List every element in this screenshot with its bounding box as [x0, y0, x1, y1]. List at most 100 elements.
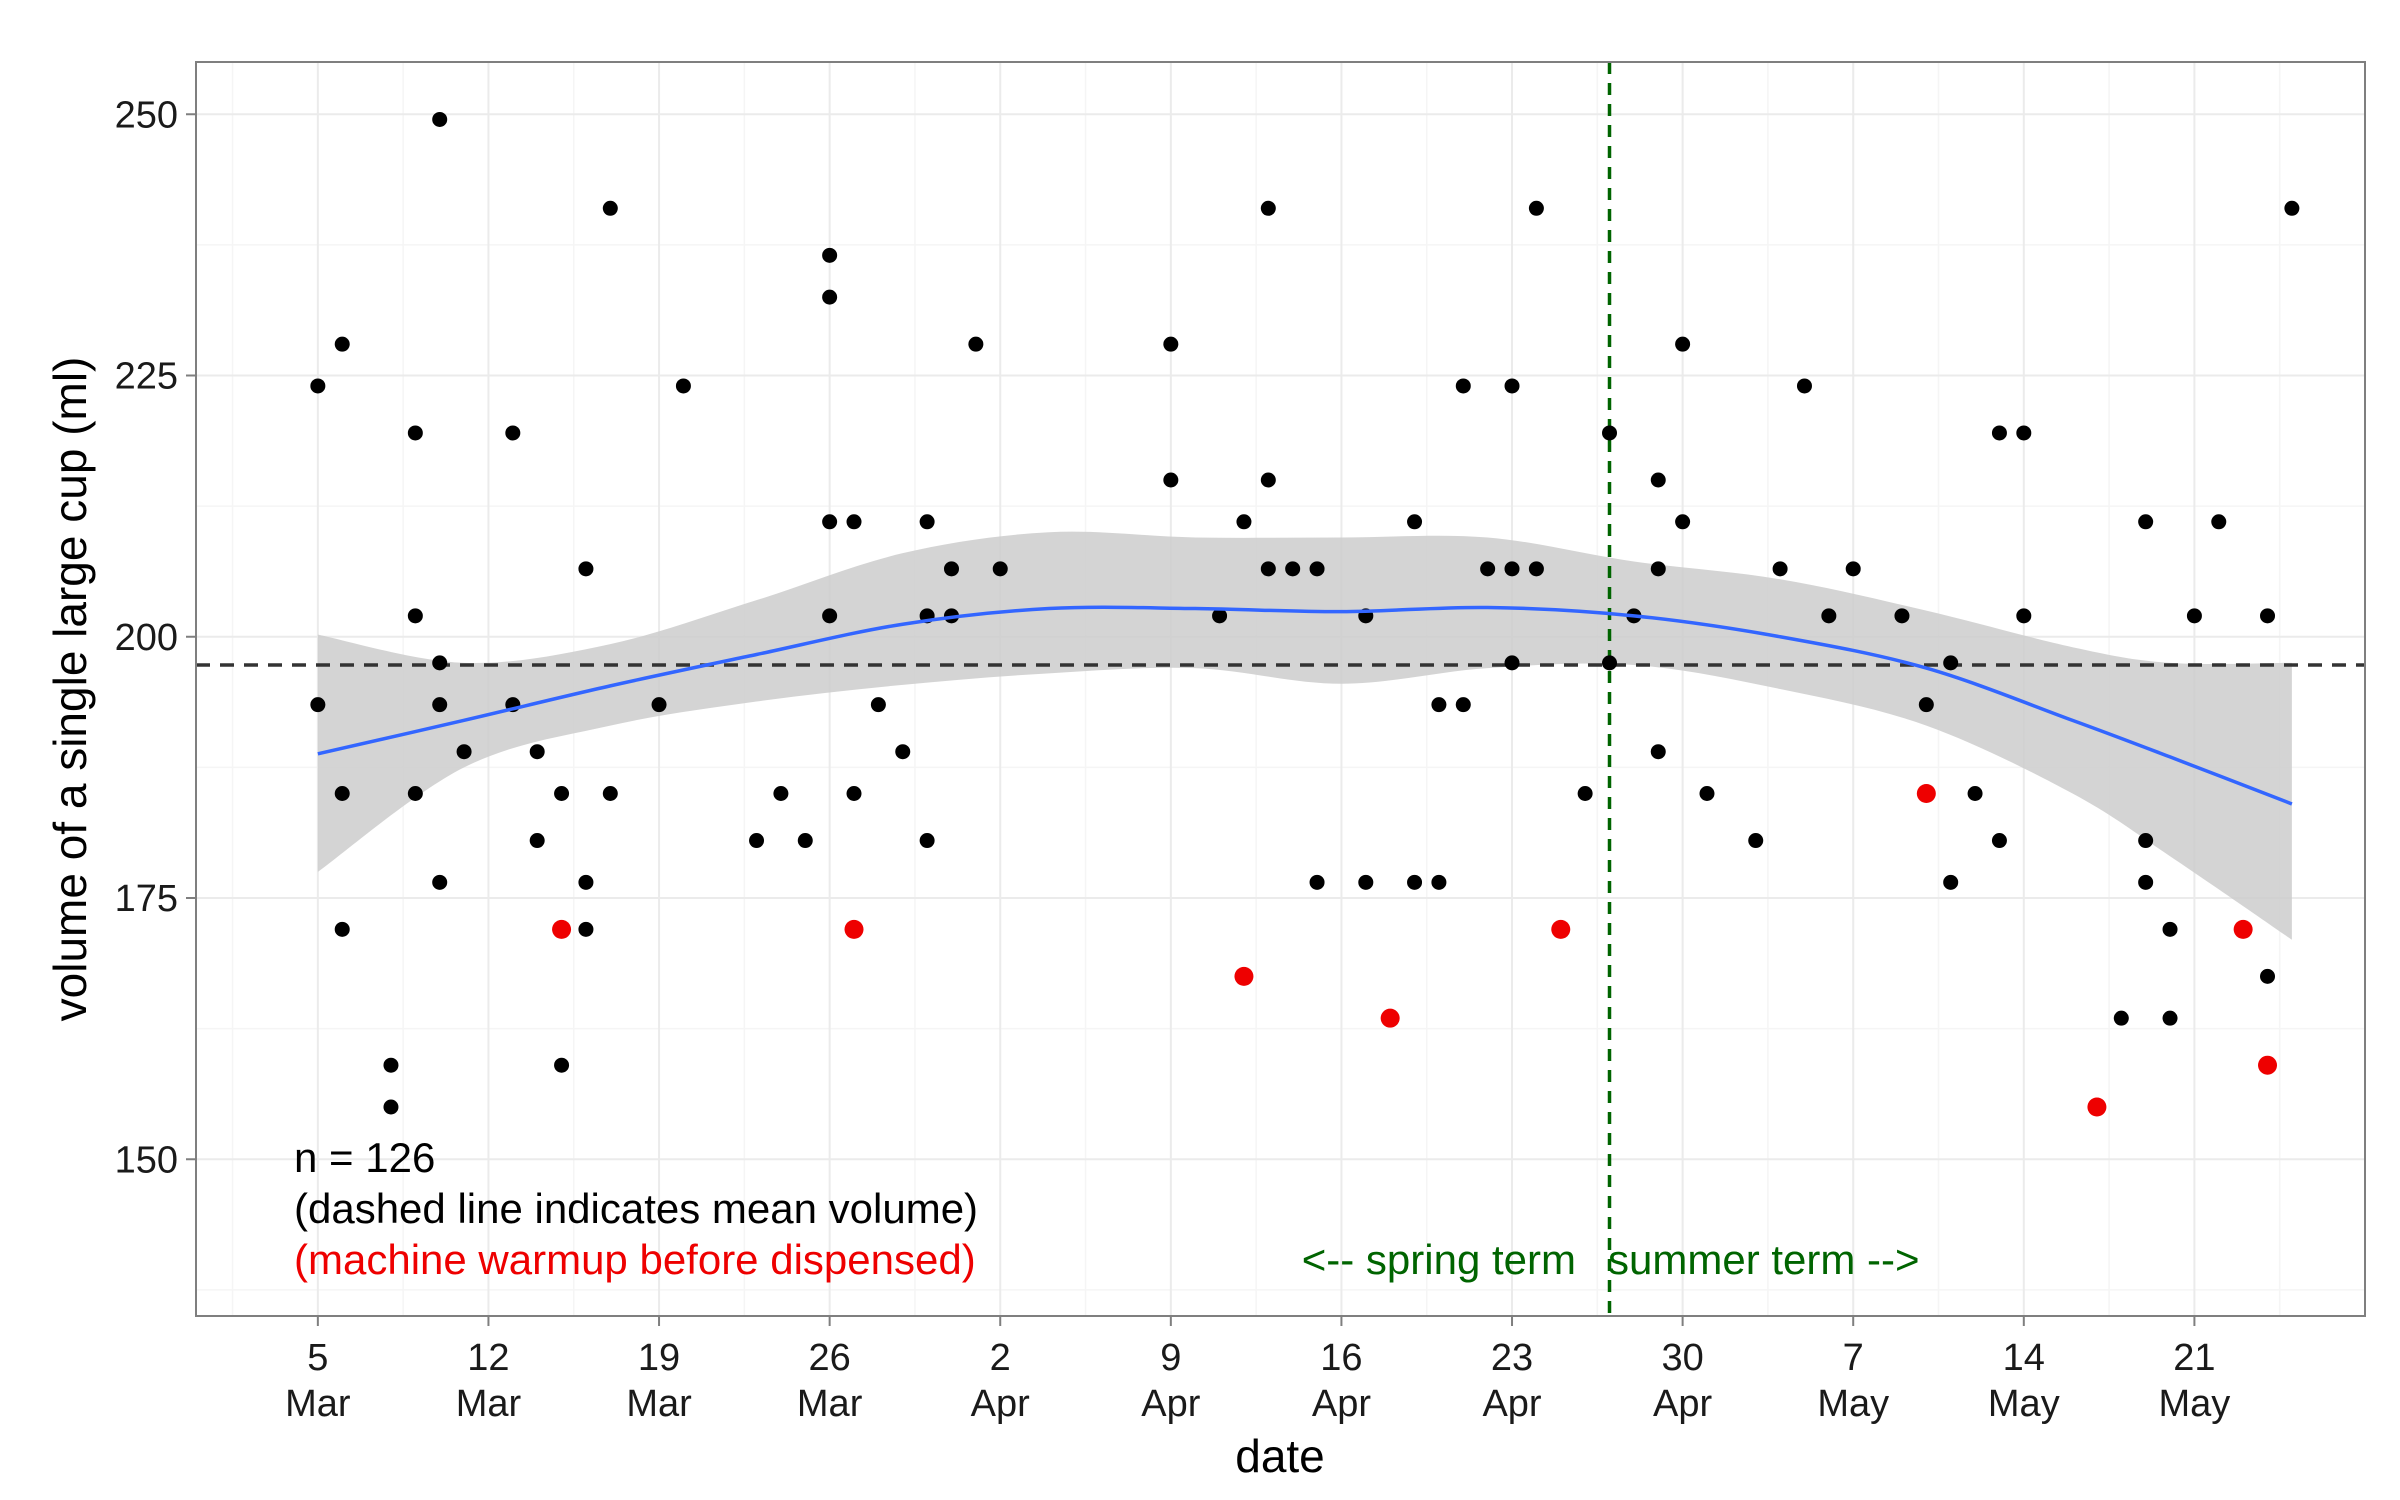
data-point: [1675, 336, 1691, 352]
data-point: [2211, 514, 2227, 530]
data-point: [578, 874, 594, 890]
data-point: [310, 697, 326, 713]
data-point: [1991, 833, 2007, 849]
data-point: [1943, 874, 1959, 890]
data-point: [334, 786, 350, 801]
data-point: [992, 561, 1008, 577]
data-point: [383, 1057, 399, 1073]
x-tick-label: May: [1817, 1383, 1889, 1425]
data-point: [1845, 561, 1861, 577]
y-axis: 150 175 200 225 250: [115, 94, 196, 1181]
x-tick-label: 12: [467, 1337, 509, 1379]
x-axis: 5Mar12Mar19Mar26Mar2Apr9Apr16Apr23Apr30A…: [285, 1316, 2230, 1425]
data-point: [1650, 472, 1666, 488]
data-point: [773, 786, 789, 801]
data-point: [749, 833, 765, 849]
data-point: [1260, 200, 1276, 216]
data-point: [2138, 874, 2154, 890]
data-point: [1455, 697, 1471, 713]
data-point: [1650, 744, 1666, 760]
data-point: [870, 697, 886, 713]
data-point: [2186, 608, 2202, 624]
data-point: [1675, 514, 1691, 530]
x-tick-label: Mar: [626, 1383, 692, 1425]
data-point: [1918, 697, 1934, 713]
data-point: [675, 378, 691, 394]
warmup-point: [2233, 919, 2253, 939]
warmup-point: [1234, 966, 1254, 986]
warmup-point: [2258, 1055, 2278, 1075]
data-points: [310, 111, 2300, 1117]
data-point: [1796, 378, 1812, 394]
data-point: [846, 514, 862, 530]
x-tick-label: Mar: [456, 1383, 522, 1425]
data-point: [1260, 561, 1276, 577]
data-point: [822, 608, 838, 624]
major-gridlines: [196, 62, 2365, 1316]
data-point: [919, 514, 935, 530]
x-tick-label: Apr: [1141, 1383, 1200, 1425]
data-point: [1358, 874, 1374, 890]
spring-term-label: <-- spring term: [1302, 1236, 1576, 1283]
x-tick-label: 14: [2003, 1337, 2045, 1379]
data-point: [554, 1057, 570, 1073]
data-point: [1260, 472, 1276, 488]
data-point: [554, 786, 570, 801]
data-point: [1455, 378, 1471, 394]
data-point: [529, 744, 545, 760]
data-point: [822, 514, 838, 530]
summer-term-label: summer term -->: [1608, 1236, 1920, 1283]
data-point: [1602, 425, 1618, 441]
data-point: [432, 697, 448, 713]
y-tick-label: 175: [115, 878, 178, 920]
x-tick-label: May: [2159, 1383, 2231, 1425]
data-point: [1309, 874, 1325, 890]
data-point: [1163, 472, 1179, 488]
x-tick-label: 23: [1491, 1337, 1533, 1379]
x-tick-label: Apr: [971, 1383, 1030, 1425]
warmup-note: (machine warmup before dispensed): [294, 1236, 976, 1283]
data-point: [846, 786, 862, 801]
confidence-band: [317, 531, 2292, 940]
data-point: [578, 921, 594, 937]
data-point: [1577, 786, 1593, 801]
data-point: [383, 1099, 399, 1115]
data-point: [1407, 514, 1423, 530]
data-point: [895, 744, 911, 760]
data-point: [2138, 514, 2154, 530]
x-tick-label: 26: [808, 1337, 850, 1379]
data-point: [1748, 833, 1764, 849]
confidence-band-area: [317, 531, 2292, 940]
data-point: [432, 111, 448, 127]
data-point: [2016, 608, 2032, 624]
x-tick-label: 5: [307, 1337, 328, 1379]
data-point: [1504, 561, 1520, 577]
data-point: [1480, 561, 1496, 577]
data-point: [432, 874, 448, 890]
data-point: [651, 697, 667, 713]
data-point: [2138, 833, 2154, 849]
data-point: [407, 786, 423, 801]
data-point: [407, 425, 423, 441]
data-point: [919, 833, 935, 849]
data-point: [1602, 655, 1618, 671]
x-tick-label: Mar: [797, 1383, 863, 1425]
x-tick-label: Apr: [1312, 1383, 1371, 1425]
data-point: [2016, 425, 2032, 441]
data-point: [602, 200, 618, 216]
warmup-point: [1916, 784, 1936, 803]
data-point: [1528, 200, 1544, 216]
y-axis-title: volume of a single large cup (ml): [44, 357, 96, 1022]
warmup-point: [1380, 1008, 1400, 1028]
data-point: [578, 561, 594, 577]
x-tick-label: May: [1988, 1383, 2060, 1425]
warmup-point: [552, 919, 572, 939]
x-axis-title: date: [1235, 1430, 1325, 1482]
smooth-fit-line: [317, 605, 2293, 806]
x-tick-label: Mar: [285, 1383, 351, 1425]
data-point: [1431, 874, 1447, 890]
x-tick-label: 9: [1160, 1337, 1181, 1379]
data-point: [602, 786, 618, 801]
x-tick-label: 30: [1661, 1337, 1703, 1379]
x-tick-label: 21: [2173, 1337, 2215, 1379]
